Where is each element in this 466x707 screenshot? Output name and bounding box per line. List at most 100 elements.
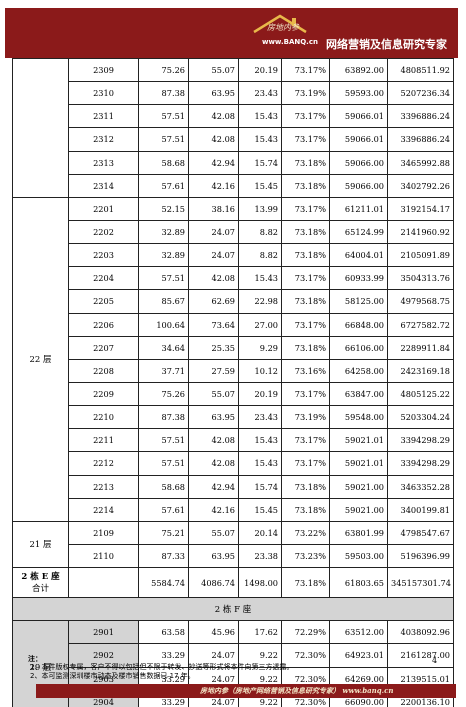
- page-number: 4: [432, 656, 438, 665]
- table-cell: 61211.01: [329, 196, 388, 221]
- table-cell: 73.18%: [281, 335, 330, 360]
- table-cell: 24.07: [188, 219, 239, 245]
- table-cell: 59021.00: [329, 497, 388, 522]
- unit-number: 2311: [68, 104, 139, 129]
- table-cell: 15.45: [238, 497, 282, 522]
- unit-number: 2310: [68, 81, 139, 106]
- unit-number: 2314: [68, 173, 139, 198]
- table-cell: 27.59: [188, 358, 239, 383]
- table-row: 2207 34.64 25.35 9.29 73.18% 66106.00 2289911.…: [13, 335, 454, 360]
- table-cell: 63.95: [188, 405, 239, 430]
- unit-number: 2202: [68, 219, 139, 245]
- unit-number: 2110: [68, 543, 139, 569]
- table-cell: 87.38: [138, 405, 189, 430]
- table-cell: 4805125.22: [387, 381, 454, 407]
- table-cell: 24.07: [188, 243, 239, 268]
- footer-text: 房地内参（房地产网络营销及信息研究专家） www.banq.cn: [200, 686, 394, 695]
- table-cell: 73.22%: [281, 520, 330, 545]
- table-cell: 4808511.92: [387, 57, 454, 83]
- table-cell: 10.12: [238, 358, 282, 383]
- table-row: 2202 32.89 24.07 8.82 73.18% 65124.99 2141960.…: [13, 219, 454, 245]
- table-cell: 73.18%: [281, 219, 330, 245]
- unit-number: 2207: [68, 335, 139, 360]
- table-cell: 59548.00: [329, 405, 388, 430]
- table-cell: 15.45: [238, 173, 282, 198]
- header-title: 网络营销及信息研究专家: [326, 38, 447, 51]
- table-cell: 3402792.26: [387, 173, 454, 198]
- table-cell: 73.17%: [281, 381, 330, 407]
- table-row: 29 层 2901 63.58 45.96 17.62 72.29% 63512.00 403…: [12, 620, 454, 707]
- table-cell: 42.16: [188, 497, 239, 522]
- table-row: 2213 58.68 42.94 15.74 73.18% 59021.00 3463352…: [13, 474, 454, 499]
- table-cell: 73.17%: [281, 57, 330, 83]
- table-row: 2312 57.51 42.08 15.43 73.17% 59066.01 3396886…: [13, 127, 454, 152]
- logo-url: www.BANQ.cn: [262, 38, 318, 46]
- table-cell: 73.16%: [281, 358, 330, 383]
- table-row: 2313 58.68 42.94 15.74 73.18% 59066.00 3465992…: [13, 150, 454, 175]
- table-cell: 59066.01: [329, 127, 388, 152]
- table-cell: 15.74: [238, 474, 282, 499]
- subtotal-label: 2 栋 E 座合计: [12, 567, 69, 599]
- table-row: 2309 75.26 55.07 20.19 73.17% 63892.00 4808511…: [12, 57, 454, 198]
- table-cell: 72.29%: [281, 620, 330, 645]
- table-row: 2214 57.61 42.16 15.45 73.18% 59021.00 3400199…: [13, 497, 454, 522]
- subtotal-row: 2 栋 E 座合计 5584.74 4086.74 1498.00 73.18% 6180…: [12, 567, 454, 599]
- table-cell: 72.30%: [281, 643, 330, 668]
- table-cell: 55.07: [188, 57, 239, 83]
- table-cell: 59593.00: [329, 81, 388, 106]
- table-cell: 62.69: [188, 289, 239, 314]
- table-row: 2310 87.38 63.95 23.43 73.19% 59593.00 5207236…: [13, 81, 454, 106]
- table-cell: 75.21: [138, 520, 189, 545]
- table-cell: 73.19%: [281, 405, 330, 430]
- table-cell: 63847.00: [329, 381, 388, 407]
- table-cell: 2423169.18: [387, 358, 454, 383]
- table-cell: 73.17%: [281, 312, 330, 337]
- table-cell: 73.18%: [281, 173, 330, 198]
- table-cell: 57.61: [138, 173, 189, 198]
- table-cell: 59021.00: [329, 474, 388, 499]
- table-cell: 85.67: [138, 289, 189, 314]
- table-cell: 73.17%: [281, 196, 330, 221]
- table-cell: 42.08: [188, 266, 239, 291]
- table-row: 2203 32.89 24.07 8.82 73.18% 64004.01 2105091.…: [13, 243, 454, 268]
- table-cell: 63892.00: [329, 57, 388, 83]
- table-cell: 25.35: [188, 335, 239, 360]
- section-title: 2 栋 F 座: [12, 597, 454, 622]
- note-line-2: 2、本可监测深圳楼市动态及楼市销售数据已 17 年。: [30, 672, 195, 680]
- table-cell: 2141960.92: [387, 219, 454, 245]
- table-row: 2208 37.71 27.59 10.12 73.16% 64258.00 2423169…: [13, 358, 454, 383]
- table-cell: 9.22: [238, 643, 282, 668]
- table-cell: 4038092.96: [387, 620, 454, 645]
- table-cell: 57.51: [138, 266, 189, 291]
- subtotal-value: 1498.00: [238, 567, 282, 599]
- table-cell: 17.62: [238, 620, 282, 645]
- table-cell: 15.43: [238, 428, 282, 453]
- subtotal-value: 73.18%: [281, 567, 330, 599]
- table-cell: 15.74: [238, 150, 282, 175]
- unit-number: 2213: [68, 474, 139, 499]
- logo-text: 房地内参: [267, 23, 299, 32]
- unit-number: 2210: [68, 405, 139, 430]
- table-cell: 59503.00: [329, 543, 388, 569]
- table-cell: 73.18%: [281, 150, 330, 175]
- table-cell: 3396886.24: [387, 127, 454, 152]
- unit-number: 2312: [68, 127, 139, 152]
- subtotal-value: 345157301.74: [387, 567, 454, 599]
- table-cell: 9.29: [238, 335, 282, 360]
- table-cell: [68, 567, 139, 599]
- table-cell: 15.43: [238, 104, 282, 129]
- table-cell: 64923.01: [329, 643, 388, 668]
- subtotal-value: 5584.74: [138, 567, 189, 599]
- table-cell: 57.51: [138, 451, 189, 476]
- table-cell: 15.43: [238, 451, 282, 476]
- table-cell: 75.26: [138, 57, 189, 83]
- table-row: 22 层 2201 52.15 38.16 13.99 73.17% 61211.01 319…: [12, 196, 454, 522]
- table-cell: 73.17%: [281, 266, 330, 291]
- table-cell: 2105091.89: [387, 243, 454, 268]
- table-cell: 63512.00: [329, 620, 388, 645]
- table-cell: 23.43: [238, 81, 282, 106]
- table-cell: 57.51: [138, 104, 189, 129]
- table-row: 2314 57.61 42.16 15.45 73.18% 59066.00 3402792…: [13, 173, 454, 198]
- header-banner: [5, 8, 458, 58]
- table-cell: 63.58: [138, 620, 189, 645]
